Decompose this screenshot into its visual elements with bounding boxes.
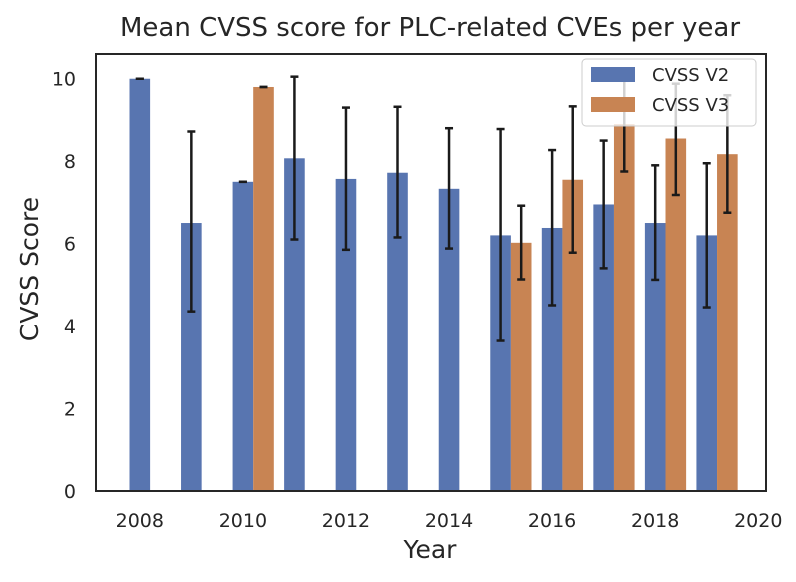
legend-label-cvss-v2: CVSS V2 <box>652 65 729 86</box>
x-tick-label: 2018 <box>631 510 679 532</box>
errorbar-cvss-v3-2015 <box>517 204 526 281</box>
y-tick-label: 2 <box>64 399 76 421</box>
errorbar-cvss-v2-2009 <box>187 130 196 313</box>
y-tick-label: 6 <box>64 234 76 256</box>
errorbar-cvss-v2-2014 <box>445 126 454 250</box>
x-tick-label: 2020 <box>734 510 782 532</box>
bar-cvss-v3-2015 <box>510 242 532 491</box>
x-axis-ticks: 2008 2010 2012 2014 2016 2018 2020 <box>116 510 783 532</box>
errorbar-cvss-v2-2013 <box>393 105 402 239</box>
x-tick-label: 2012 <box>322 510 370 532</box>
bar-cvss-v2-2010 <box>232 181 254 491</box>
bar-cvss-v3-2019 <box>717 154 738 492</box>
errorbar-cvss-v2-2019 <box>702 162 711 309</box>
x-tick-label: 2014 <box>425 510 473 532</box>
bar-cvss-v2-2015 <box>490 235 511 491</box>
y-tick-label: 4 <box>64 316 76 338</box>
y-tick-label: 8 <box>64 151 76 173</box>
legend: CVSS V2 CVSS V3 <box>581 58 757 127</box>
legend-swatch-cvss-v3 <box>591 97 635 112</box>
bar-cvss-v3-2016 <box>562 179 584 491</box>
x-axis-label: Year <box>403 535 458 564</box>
bar-cvss-v3-2018 <box>665 138 687 491</box>
bar-cvss-v3-2010 <box>253 86 274 491</box>
errorbar-cvss-v2-2016 <box>548 148 557 307</box>
bars-layer <box>129 78 738 492</box>
legend-swatch-cvss-v2 <box>591 67 635 82</box>
x-tick-label: 2008 <box>116 510 164 532</box>
errorbars-layer <box>135 75 732 342</box>
errorbar-cvss-v2-2017 <box>599 139 608 270</box>
bar-cvss-v2-2008 <box>129 78 151 492</box>
bar-cvss-v2-2017 <box>593 204 614 491</box>
bar-cvss-v2-2014 <box>438 188 460 492</box>
x-tick-label: 2010 <box>219 510 267 532</box>
bar-cvss-v3-2017 <box>613 124 635 492</box>
legend-label-cvss-v3: CVSS V3 <box>652 95 729 116</box>
errorbar-cvss-v2-2011 <box>290 75 299 241</box>
x-tick-label: 2016 <box>528 510 576 532</box>
bar-cvss-v2-2012 <box>335 178 357 492</box>
y-tick-label: 0 <box>64 481 76 503</box>
bar-cvss-v2-2013 <box>387 172 408 492</box>
plot-frame <box>95 53 767 492</box>
y-axis-ticks: 0 2 4 6 8 10 <box>52 69 76 503</box>
bar-cvss-v2-2019 <box>696 235 718 491</box>
bar-cvss-v2-2011 <box>284 158 305 491</box>
y-axis-label: CVSS Score <box>15 197 44 341</box>
chart-title: Mean CVSS score for PLC-related CVEs per… <box>120 13 740 43</box>
errorbar-cvss-v3-2016 <box>568 105 577 254</box>
bar-cvss-v2-2009 <box>181 223 202 491</box>
y-tick-label: 10 <box>52 69 76 91</box>
bar-cvss-v2-2018 <box>644 223 666 491</box>
errorbar-cvss-v2-2018 <box>651 164 660 282</box>
errorbar-cvss-v2-2012 <box>341 106 350 252</box>
bar-cvss-v2-2016 <box>541 227 563 492</box>
errorbar-cvss-v2-2015 <box>496 127 505 342</box>
